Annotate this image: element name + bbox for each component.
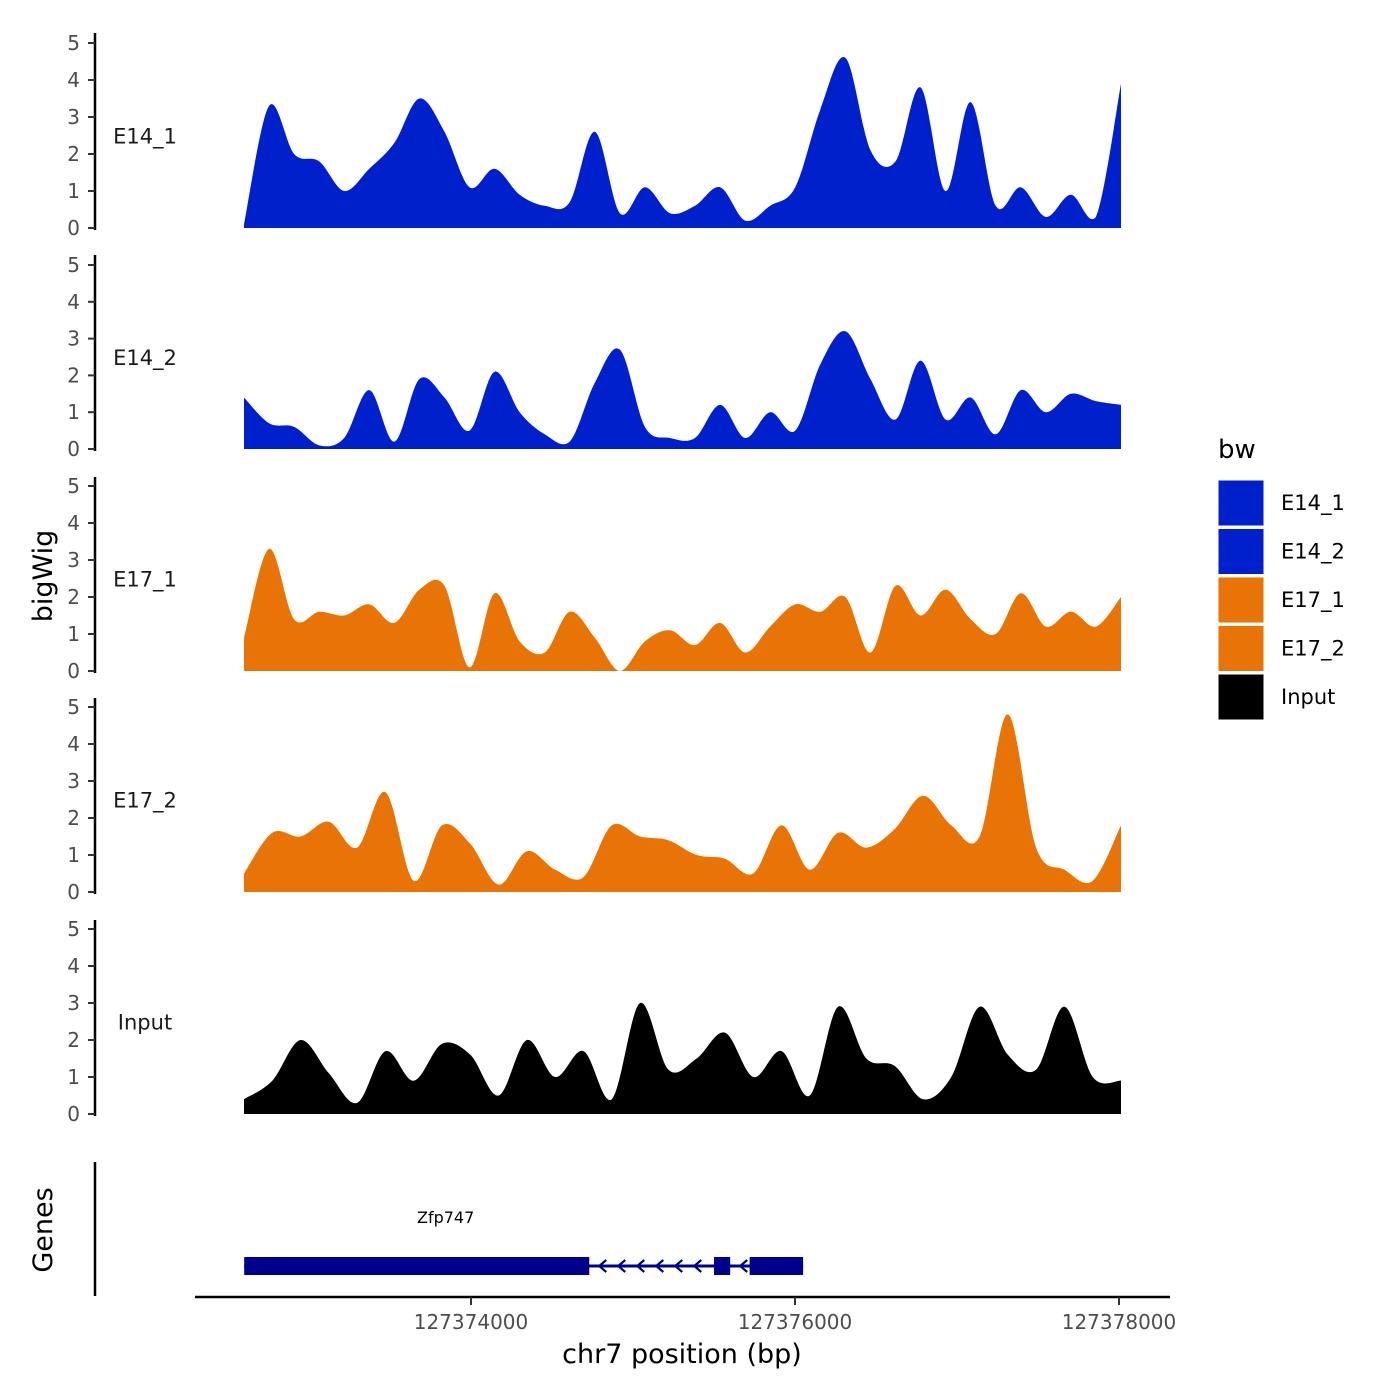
legend-swatch-E14_2 — [1217, 528, 1265, 575]
y-tick-label: 2 — [67, 585, 80, 609]
legend-label-Input: Input — [1281, 685, 1335, 709]
gene-exon — [749, 1257, 804, 1275]
y-tick-label: 2 — [67, 363, 80, 387]
y-tick-label: 2 — [67, 806, 80, 830]
x-tick-label: 127376000 — [738, 1310, 853, 1334]
y-tick-label: 1 — [67, 400, 80, 424]
y-tick-label: 0 — [67, 659, 80, 683]
x-tick-label: 127378000 — [1062, 1310, 1177, 1334]
y-tick-label: 4 — [67, 290, 80, 314]
x-tick-label: 127374000 — [414, 1310, 529, 1334]
legend-label-E14_1: E14_1 — [1281, 491, 1345, 516]
gene-exon — [714, 1257, 731, 1275]
y-tick-label: 3 — [67, 769, 80, 793]
bigwig-tracks: 0 1 2 3 4 5 E14_1 0 1 2 3 4 5 E14_2 0 1 2 3 4 5 E17_1 0 1 2 3 4 5 E… — [67, 31, 1121, 1126]
track-E14_2: 0 1 2 3 4 5 E14_2 — [67, 253, 1121, 461]
y-tick-label: 1 — [67, 622, 80, 646]
legend-label-E14_2: E14_2 — [1281, 540, 1345, 565]
y-tick-label: 5 — [67, 917, 80, 941]
y-tick-label: 1 — [67, 1065, 80, 1089]
y-tick-label: 5 — [67, 253, 80, 277]
gene-exon — [244, 1257, 590, 1275]
legend-label-E17_2: E17_2 — [1281, 637, 1345, 662]
track-E17_2: 0 1 2 3 4 5 E17_2 — [67, 695, 1121, 904]
track-E17_1: 0 1 2 3 4 5 E17_1 — [67, 474, 1121, 683]
y-axis-title: bigWig — [28, 530, 59, 623]
legend-swatch-E14_1 — [1217, 479, 1265, 527]
y-tick-label: 5 — [67, 695, 80, 719]
track-label-E14_1: E14_1 — [113, 125, 177, 150]
track-label-E14_2: E14_2 — [113, 346, 177, 371]
y-tick-label: 1 — [67, 843, 80, 867]
area-Input — [244, 1002, 1121, 1114]
legend: bw E14_1 E14_2 E17_1 E17_2 Input — [1217, 435, 1345, 721]
track-label-E17_2: E17_2 — [113, 789, 177, 814]
y-tick-label: 4 — [67, 511, 80, 535]
gene-panel: Genes Zfp747 — [28, 1162, 804, 1296]
legend-swatch-E17_1 — [1217, 576, 1265, 624]
y-tick-label: 4 — [67, 68, 80, 92]
legend-swatch-Input — [1217, 673, 1265, 721]
y-tick-label: 1 — [67, 179, 80, 203]
gene-label: Zfp747 — [417, 1208, 474, 1227]
strand-arrow — [692, 1259, 702, 1273]
strand-arrow — [654, 1259, 664, 1273]
legend-label-E17_1: E17_1 — [1281, 588, 1345, 613]
y-tick-label: 5 — [67, 474, 80, 498]
x-axis: chr7 position (bp) 127374000 127376000 127… — [195, 1295, 1177, 1370]
track-E14_1: 0 1 2 3 4 5 E14_1 — [67, 31, 1121, 240]
area-E17_2 — [244, 714, 1121, 892]
track-label-Input: Input — [118, 1011, 172, 1035]
y-tick-label: 2 — [67, 142, 80, 166]
y-tick-label: 3 — [67, 105, 80, 129]
y-tick-label: 5 — [67, 31, 80, 55]
area-E14_2 — [244, 331, 1121, 449]
y-tick-label: 0 — [67, 880, 80, 904]
x-axis-title: chr7 position (bp) — [562, 1339, 802, 1370]
y-tick-label: 0 — [67, 216, 80, 240]
y-tick-label: 3 — [67, 327, 80, 351]
y-tick-label: 3 — [67, 548, 80, 572]
y-tick-label: 3 — [67, 991, 80, 1015]
strand-arrow — [597, 1259, 607, 1273]
strand-arrow — [635, 1259, 645, 1273]
y-tick-label: 4 — [67, 732, 80, 756]
y-tick-label: 4 — [67, 954, 80, 978]
strand-arrow — [616, 1259, 626, 1273]
area-E14_1 — [244, 56, 1121, 229]
strand-arrow — [738, 1259, 748, 1273]
y-tick-label: 2 — [67, 1028, 80, 1052]
y-tick-label: 0 — [67, 437, 80, 461]
gene-panel-title: Genes — [28, 1187, 59, 1272]
legend-swatch-E17_2 — [1217, 625, 1265, 672]
strand-arrow — [673, 1259, 683, 1273]
y-tick-label: 0 — [67, 1102, 80, 1126]
track-label-E17_1: E17_1 — [113, 568, 177, 593]
area-E17_1 — [244, 548, 1121, 671]
legend-title: bw — [1218, 435, 1256, 465]
track-Input: 0 1 2 3 4 5 Input — [67, 917, 1121, 1126]
